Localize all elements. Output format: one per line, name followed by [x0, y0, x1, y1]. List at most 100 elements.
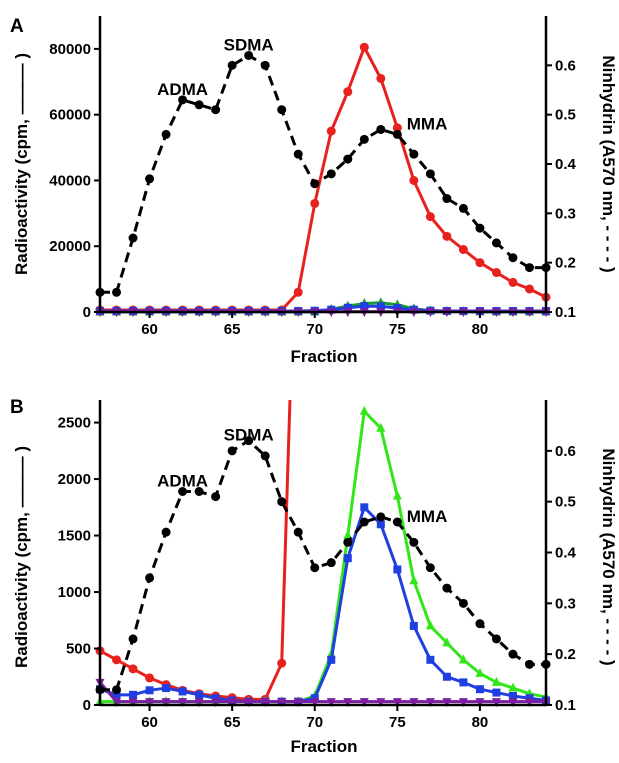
series-4-point — [376, 124, 386, 134]
y2-tick-label: 0.5 — [555, 494, 576, 511]
series-4-point — [161, 527, 171, 537]
series-0-point — [112, 655, 122, 665]
annotation-label: SDMA — [224, 36, 274, 55]
y2-tick-label: 0.2 — [555, 646, 576, 663]
series-4-point — [442, 583, 452, 593]
series-4-point — [310, 179, 320, 189]
series-4-point — [161, 129, 171, 139]
x-tick-label: 60 — [141, 714, 158, 731]
y2-tick-label: 0.2 — [555, 255, 576, 272]
series-2-point — [195, 690, 204, 699]
series-4-point — [194, 487, 204, 496]
x-tick-label: 75 — [389, 321, 406, 338]
series-2-point — [393, 304, 402, 313]
series-3-point — [128, 698, 138, 708]
series-1-point — [409, 575, 419, 585]
y-tick-label: 80000 — [49, 41, 91, 58]
series-4-point — [211, 492, 221, 502]
x-tick-label: 75 — [389, 714, 406, 731]
series-3-point — [442, 698, 452, 708]
series-4-point — [343, 154, 353, 164]
series-3-point — [260, 698, 270, 708]
series-3-point — [211, 698, 221, 708]
annotation-label: SDMA — [224, 426, 274, 445]
series-2-point — [475, 685, 484, 694]
series-2-point — [162, 684, 171, 693]
x-axis-title-b: Fraction — [290, 737, 357, 756]
y2-tick-label: 0.4 — [555, 545, 577, 562]
series-1-line — [100, 409, 547, 704]
series-4-point — [458, 598, 468, 608]
y-tick-label: 0 — [83, 697, 91, 714]
series-3-point — [326, 698, 336, 708]
series-2-point — [376, 520, 385, 529]
series-2-point — [343, 554, 352, 563]
series-3-point — [277, 698, 287, 708]
y2-tick-label: 0.1 — [555, 697, 576, 714]
series-4-point — [277, 497, 287, 507]
annotation-label: MMA — [407, 114, 448, 133]
series-2-point — [178, 687, 187, 696]
annotation-label: MMA — [407, 507, 448, 526]
series-4-point — [227, 446, 237, 456]
y2-tick-label: 0.3 — [555, 205, 576, 222]
y2-tick-label: 0.1 — [555, 304, 576, 321]
series-3-point — [376, 698, 386, 708]
series-2-point — [112, 690, 121, 699]
series-3-point — [293, 698, 303, 708]
y-axis-title-a: Radioactivity (cpm, ——— ) — [12, 53, 31, 275]
series-2-point — [376, 302, 385, 311]
series-4-point — [112, 685, 122, 695]
x-tick-label: 70 — [306, 714, 323, 731]
series-3-point — [491, 698, 501, 708]
series-4-point — [310, 563, 320, 573]
y2-axis-title-b: Ninhydrin (A570 nm, - - - - ) — [599, 448, 618, 665]
series-0-point — [458, 245, 468, 255]
series-0-point — [442, 231, 452, 241]
series-4-point — [376, 512, 386, 522]
series-2-point — [343, 303, 352, 312]
series-2-point — [508, 691, 517, 700]
series-0-point — [277, 658, 287, 668]
series-2-point — [360, 302, 369, 311]
series-4-point — [244, 50, 254, 60]
x-tick-label: 80 — [472, 714, 489, 731]
y-tick-label: 2000 — [58, 471, 91, 488]
y-tick-label: 2500 — [58, 415, 91, 432]
series-0-point — [508, 277, 518, 287]
series-1-point — [475, 667, 485, 677]
series-0-point — [326, 126, 336, 136]
series-0-point — [392, 123, 402, 133]
series-3-point — [508, 698, 518, 708]
series-0-point — [145, 673, 155, 683]
series-1-point — [343, 530, 353, 540]
series-3-line — [98, 681, 546, 704]
series-4-point — [475, 223, 485, 233]
series-4-point — [359, 517, 369, 527]
series-4-point — [145, 174, 155, 184]
series-0-point — [293, 287, 303, 297]
panel-label-b: B — [10, 397, 24, 418]
series-0-point — [376, 73, 386, 83]
panel-b: B 60 65 70 75 80 0 500 1000 1500 2000 2500 0.1 0.2 0.… — [10, 397, 618, 756]
y2-axis-title-a: Ninhydrin (A570 nm, - - - - ) — [599, 55, 618, 272]
series-3-point — [145, 698, 155, 708]
series-4-point — [442, 194, 452, 204]
series-4-point — [392, 517, 402, 527]
series-1-point — [508, 682, 518, 692]
y-axis-title-b: Radioactivity (cpm, ——— ) — [12, 446, 31, 668]
series-1-point — [458, 654, 468, 664]
y-tick-label: 1500 — [58, 528, 91, 545]
y2-tick-label: 0.6 — [555, 443, 576, 460]
series-1-point — [392, 490, 402, 500]
series-4-point — [178, 95, 188, 105]
y-tick-label: 500 — [66, 641, 91, 658]
x-tick-label: 80 — [472, 321, 489, 338]
y-tick-label: 40000 — [49, 172, 91, 189]
series-3-point — [425, 698, 435, 708]
series-2-point — [492, 688, 501, 697]
panel-label-a: A — [10, 16, 24, 37]
series-4-point — [359, 134, 369, 144]
series-4-point — [211, 105, 221, 115]
series-4-point — [128, 233, 138, 243]
